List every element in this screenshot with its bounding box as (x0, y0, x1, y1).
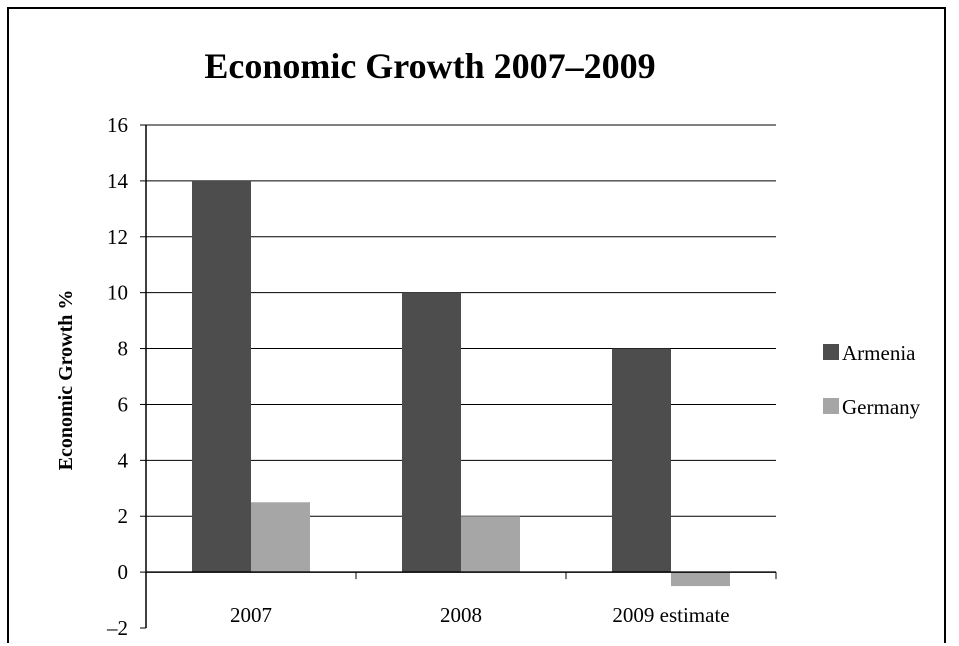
y-tick-labels: 16 14 12 10 8 6 4 2 0 –2 (106, 113, 129, 640)
y-tick-label: 2 (118, 504, 129, 528)
x-tick-label: 2009 estimate (612, 603, 729, 627)
legend-swatch-armenia (823, 344, 839, 360)
x-tick-label: 2007 (230, 603, 272, 627)
y-tick-label: 12 (107, 225, 128, 249)
bar-germany-2 (671, 572, 730, 587)
y-tick-label: 0 (118, 560, 129, 584)
bars (192, 180, 730, 587)
x-tick-labels: 2007 2008 2009 estimate (230, 603, 730, 627)
chart-frame (7, 7, 946, 643)
y-axis-label: Economic Growth % (55, 290, 77, 471)
x-tick-label: 2008 (440, 603, 482, 627)
legend-label-armenia: Armenia (842, 341, 916, 365)
y-tick-label: 4 (118, 448, 129, 472)
axes (140, 124, 777, 629)
y-tick-label: –2 (106, 616, 128, 640)
bar-armenia-0 (192, 180, 251, 573)
y-tick-label: 8 (118, 337, 129, 361)
y-tick-label: 6 (118, 392, 129, 416)
bar-germany-1 (461, 516, 520, 573)
y-tick-label: 16 (107, 113, 128, 137)
legend-swatch-germany (823, 398, 839, 414)
legend: Armenia Germany (823, 341, 921, 419)
legend-label-germany: Germany (842, 395, 921, 419)
bar-armenia-2 (612, 348, 671, 573)
bar-germany-0 (251, 502, 310, 573)
chart-title: Economic Growth 2007–2009 (204, 46, 655, 86)
y-tick-label: 10 (107, 281, 128, 305)
y-tick-label: 14 (107, 169, 129, 193)
bar-armenia-1 (402, 292, 461, 573)
